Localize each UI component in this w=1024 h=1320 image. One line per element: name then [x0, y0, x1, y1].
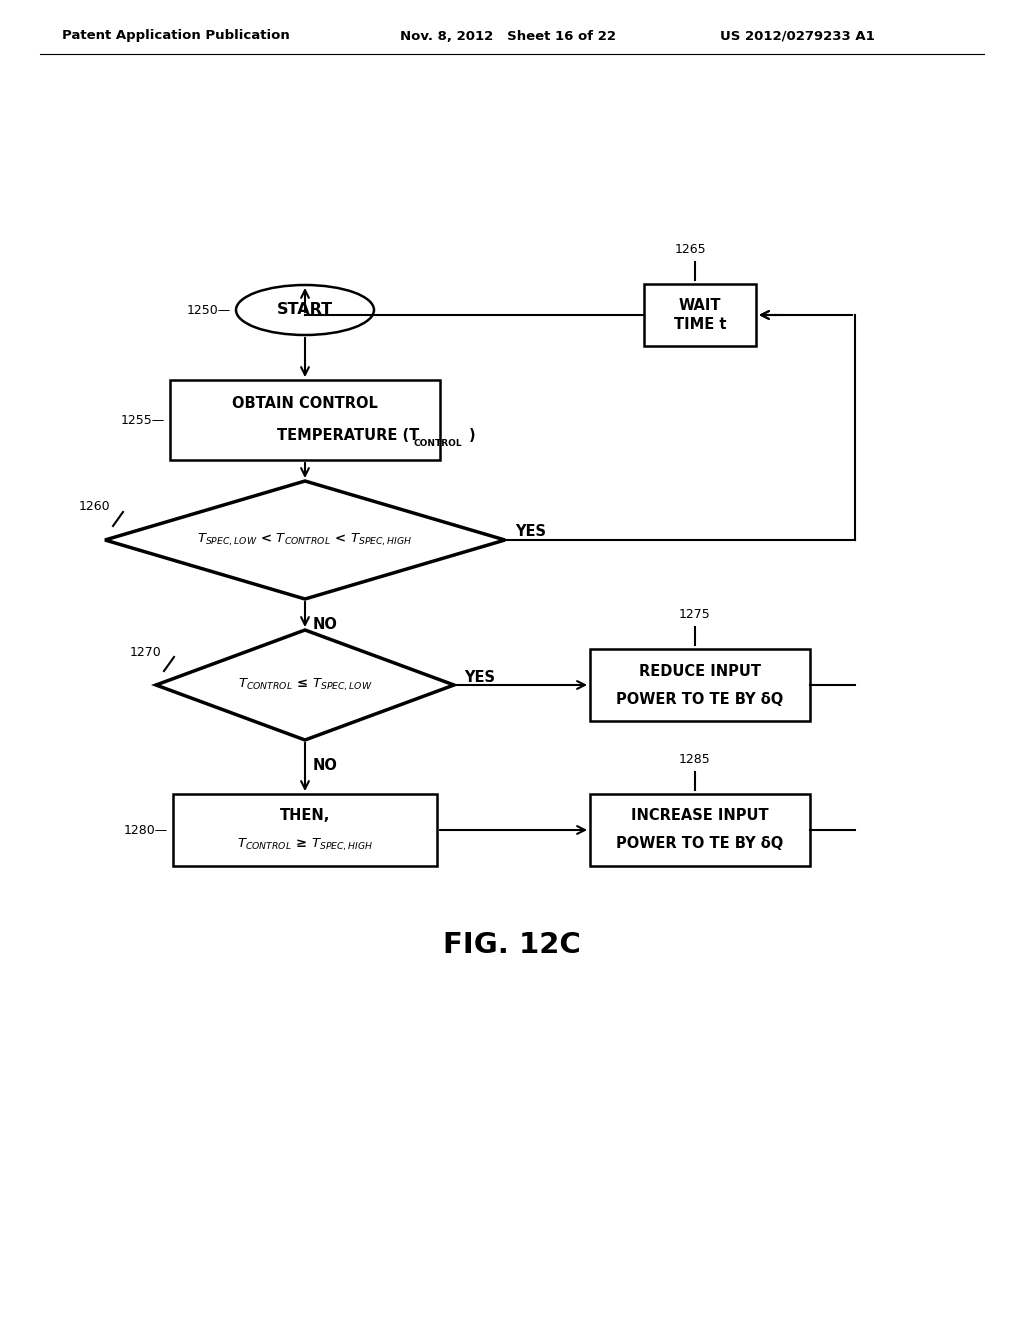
- Text: 1265: 1265: [674, 243, 706, 256]
- Ellipse shape: [236, 285, 374, 335]
- Polygon shape: [156, 630, 454, 741]
- Text: Nov. 8, 2012   Sheet 16 of 22: Nov. 8, 2012 Sheet 16 of 22: [400, 29, 616, 42]
- Text: $T_{CONTROL}$ ≥ $T_{SPEC, HIGH}$: $T_{CONTROL}$ ≥ $T_{SPEC, HIGH}$: [237, 837, 373, 853]
- Text: $T_{SPEC, LOW}$ < $T_{CONTROL}$ < $T_{SPEC, HIGH}$: $T_{SPEC, LOW}$ < $T_{CONTROL}$ < $T_{SP…: [198, 532, 413, 548]
- Text: POWER TO TE BY δQ: POWER TO TE BY δQ: [616, 837, 783, 851]
- Text: ): ): [469, 429, 475, 444]
- Text: CONTROL: CONTROL: [413, 438, 462, 447]
- Text: THEN,: THEN,: [280, 808, 330, 822]
- FancyBboxPatch shape: [644, 284, 756, 346]
- Text: 1270: 1270: [129, 645, 161, 659]
- FancyBboxPatch shape: [170, 380, 440, 459]
- Text: 1260: 1260: [79, 499, 110, 512]
- FancyBboxPatch shape: [590, 795, 810, 866]
- Text: 1255—: 1255—: [121, 413, 165, 426]
- FancyBboxPatch shape: [590, 649, 810, 721]
- Text: NO: NO: [313, 758, 338, 774]
- FancyBboxPatch shape: [173, 795, 437, 866]
- Text: OBTAIN CONTROL: OBTAIN CONTROL: [232, 396, 378, 412]
- Text: $T_{CONTROL}$ ≤ $T_{SPEC, LOW}$: $T_{CONTROL}$ ≤ $T_{SPEC, LOW}$: [238, 677, 373, 693]
- Text: WAIT
TIME t: WAIT TIME t: [674, 298, 726, 331]
- Polygon shape: [105, 480, 505, 599]
- Text: START: START: [276, 302, 333, 318]
- Text: 1275: 1275: [679, 609, 711, 620]
- Text: 1250—: 1250—: [186, 304, 231, 317]
- Text: POWER TO TE BY δQ: POWER TO TE BY δQ: [616, 692, 783, 706]
- Text: REDUCE INPUT: REDUCE INPUT: [639, 664, 761, 678]
- Text: YES: YES: [464, 669, 495, 685]
- Text: TEMPERATURE (T: TEMPERATURE (T: [278, 429, 419, 444]
- Text: US 2012/0279233 A1: US 2012/0279233 A1: [720, 29, 874, 42]
- Text: FIG. 12C: FIG. 12C: [443, 931, 581, 960]
- Text: NO: NO: [313, 616, 338, 632]
- Text: INCREASE INPUT: INCREASE INPUT: [631, 808, 769, 824]
- Text: YES: YES: [515, 524, 546, 540]
- Text: Patent Application Publication: Patent Application Publication: [62, 29, 290, 42]
- Text: 1280—: 1280—: [124, 824, 168, 837]
- Text: 1285: 1285: [679, 752, 711, 766]
